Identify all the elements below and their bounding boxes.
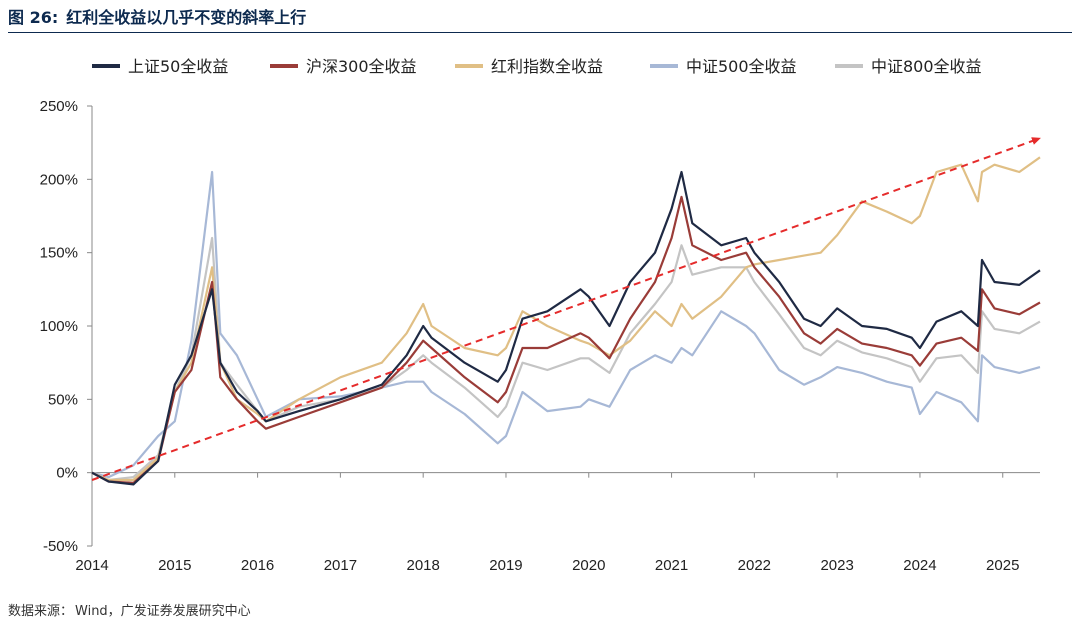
series-line-zz500	[91, 170, 1041, 479]
legend-label-hs300: 沪深300全收益	[306, 57, 417, 76]
x-tick-label: 2022	[738, 557, 771, 574]
x-tick-label: 2014	[75, 557, 108, 574]
source-label: 数据来源：	[8, 604, 74, 619]
figure-title-text: 红利全收益以几乎不变的斜率上行	[66, 8, 307, 27]
x-tick-label: 2020	[572, 557, 605, 574]
legend-label-zz800: 中证800全收益	[871, 57, 982, 76]
series-line-dividend	[91, 156, 1041, 482]
y-axis: -50% 0% 50% 100% 150% 200% 250%	[40, 98, 93, 555]
legend-label-sz50: 上证50全收益	[128, 57, 228, 76]
y-tick-label: 150%	[40, 245, 78, 262]
series-line-hs300	[91, 195, 1041, 484]
y-tick-label: 200%	[40, 171, 78, 188]
x-axis: 2014 2015 2016 2017 2018 2019 2020 2021 2022 2023…	[75, 472, 1040, 574]
x-tick-label: 2018	[406, 557, 439, 574]
x-tick-label: 2023	[820, 557, 853, 574]
y-tick-label: 50%	[48, 391, 78, 408]
title-rule	[8, 32, 1072, 33]
figure-title: 图 26: 红利全收益以几乎不变的斜率上行	[8, 4, 306, 28]
series-line-sz50	[91, 170, 1041, 486]
x-tick-label: 2015	[158, 557, 191, 574]
line-chart: 上证50全收益 沪深300全收益 红利指数全收益 中证500全收益 中证800全收益 -…	[40, 57, 1041, 574]
legend-label-dividend: 红利指数全收益	[491, 57, 603, 76]
series-line-zz800	[91, 236, 1041, 482]
trend-arrow	[91, 137, 1041, 481]
figure-label: 图 26:	[8, 8, 59, 27]
legend-label-zz500: 中证500全收益	[686, 57, 797, 76]
x-tick-label: 2024	[903, 557, 936, 574]
x-tick-label: 2019	[489, 557, 522, 574]
source-value: Wind，广发证券发展研究中心	[75, 604, 251, 619]
x-tick-label: 2025	[986, 557, 1019, 574]
x-tick-label: 2016	[241, 557, 274, 574]
y-tick-label: 0%	[56, 465, 78, 482]
y-tick-label: 100%	[40, 318, 78, 335]
y-tick-label: 250%	[40, 98, 78, 115]
x-tick-label: 2017	[324, 557, 357, 574]
trend-layer	[91, 137, 1041, 481]
series-layer	[91, 156, 1041, 486]
x-tick-label: 2021	[655, 557, 688, 574]
y-tick-label: -50%	[43, 538, 78, 555]
chart-legend: 上证50全收益 沪深300全收益 红利指数全收益 中证500全收益 中证800全收益	[92, 57, 982, 76]
source-note: 数据来源： Wind，广发证券发展研究中心	[8, 600, 251, 619]
